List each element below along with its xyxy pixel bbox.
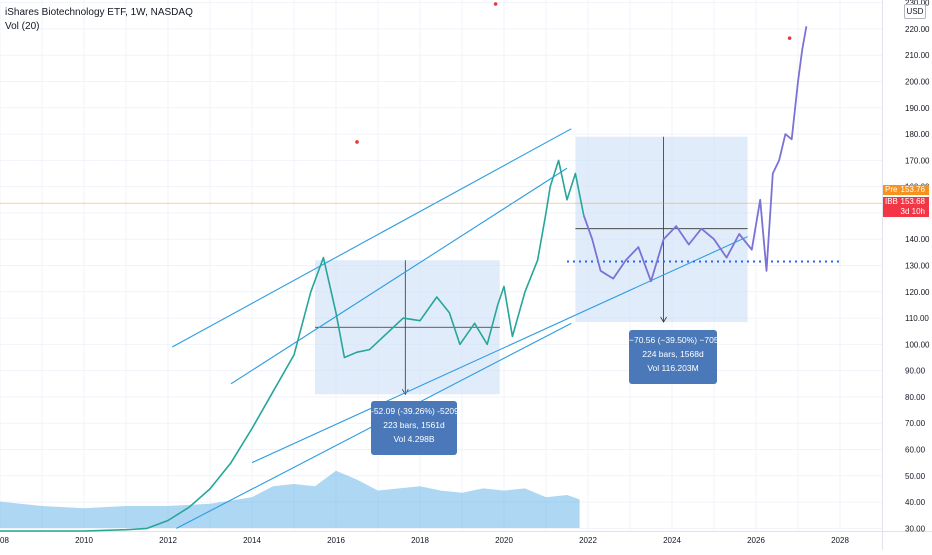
channel-line-3 [251,236,748,464]
y-tick-label: 210.00 [905,51,930,60]
volume-indicator-label[interactable]: Vol (20) [5,21,40,32]
x-tick-label: 2014 [243,536,261,545]
measure-box-2 [575,136,748,323]
measure-2-change: −70.56 (−39.50%) −7056 [629,335,724,345]
x-tick-label: 2012 [159,536,177,545]
y-tick-label: 50.00 [905,472,926,481]
channel-line-1 [171,128,572,348]
price-line-historical [0,159,585,532]
pre-price-tag: Pre 153.76 [883,185,929,195]
x-tick-label: 2016 [327,536,345,545]
red-marker-1 [355,140,359,144]
bar-countdown-tag: 3d 10h [883,207,929,217]
y-tick-label: 140.00 [905,235,930,244]
y-tick-label: 190.00 [905,104,930,113]
y-tick-label: 220.00 [905,25,930,34]
measure-1-change: -52.09 (-39.26%) -5209 [371,406,459,416]
y-tick-label: 120.00 [905,288,930,297]
red-marker-3 [493,2,498,6]
measure-label-2: −70.56 (−39.50%) −7056 224 bars, 1568d V… [629,330,724,384]
x-tick-label: 2008 [0,536,9,545]
x-tick-label: 2020 [495,536,513,545]
price-line-projection [582,26,808,283]
chart-title: iShares Biotechnology ETF, 1W, NASDAQ [5,7,193,18]
y-tick-label: 130.00 [905,262,930,271]
x-tick-label: 2018 [411,536,429,545]
x-tick-label: 2028 [831,536,849,545]
measure-1-bars: 223 bars, 1561d [383,420,445,430]
measure-box-1-arrow [401,389,409,396]
last-price-tag: IBB 153.68 [883,197,929,207]
channel-line-2 [230,167,568,385]
y-tick-label: 110.00 [905,314,929,323]
volume-area [0,470,580,528]
y-tick-label: 200.00 [905,77,930,86]
measure-2-volume: Vol 116.203M [647,363,699,373]
y-tick-label: 70.00 [905,419,926,428]
measure-2-bars: 224 bars, 1568d [642,349,704,359]
x-tick-label: 2010 [75,536,93,545]
y-tick-label: 170.00 [905,156,930,165]
y-tick-label: 90.00 [905,367,926,376]
y-tick-label: 30.00 [905,524,926,533]
y-tick-label: 180.00 [905,130,930,139]
measure-box-2-arrow [660,316,667,323]
y-tick-label: 60.00 [905,446,926,455]
measure-1-volume: Vol 4.298B [393,434,435,444]
x-tick-label: 2022 [579,536,597,545]
measure-label-1: -52.09 (-39.26%) -5209 223 bars, 1561d V… [371,401,459,455]
currency-badge[interactable]: USD [904,4,926,19]
x-tick-label: 2024 [663,536,681,545]
red-marker-2 [787,36,792,40]
y-tick-label: 100.00 [905,340,930,349]
y-tick-label: 80.00 [905,393,926,402]
x-tick-label: 2026 [747,536,765,545]
y-tick-label: 40.00 [905,498,926,507]
y-tick-label: 230.00 [905,0,930,8]
